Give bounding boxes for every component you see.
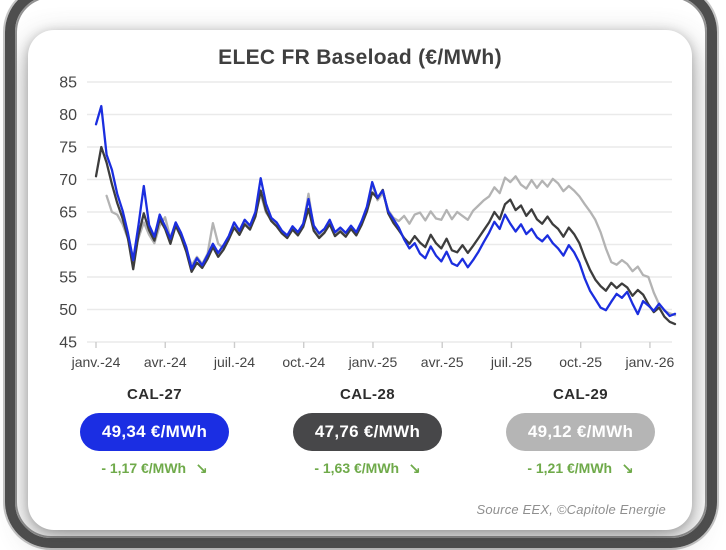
svg-text:janv.-25: janv.-25 bbox=[348, 354, 398, 370]
svg-text:65: 65 bbox=[59, 205, 77, 222]
svg-text:55: 55 bbox=[59, 270, 77, 287]
trend-down-right-icon: ↘ bbox=[408, 460, 421, 478]
svg-text:juil.-24: juil.-24 bbox=[213, 354, 255, 370]
cal27-label: CAL-27 bbox=[127, 386, 182, 403]
svg-text:45: 45 bbox=[59, 335, 77, 352]
trend-down-right-icon: ↘ bbox=[621, 460, 634, 478]
cal28-label: CAL-28 bbox=[340, 386, 395, 403]
trend-down-right-icon: ↘ bbox=[195, 460, 208, 478]
source-credit: Source EEX, ©Capitole Energie bbox=[476, 502, 666, 517]
svg-text:oct.-25: oct.-25 bbox=[559, 354, 602, 370]
svg-text:janv.-24: janv.-24 bbox=[71, 354, 121, 370]
svg-text:75: 75 bbox=[59, 140, 77, 157]
cal27-delta-text: - 1,17 €/MWh bbox=[101, 460, 187, 476]
svg-text:60: 60 bbox=[59, 237, 77, 254]
cal28-delta-text: - 1,63 €/MWh bbox=[314, 460, 400, 476]
svg-text:70: 70 bbox=[59, 172, 77, 189]
cal29-label: CAL-29 bbox=[553, 386, 608, 403]
svg-text:50: 50 bbox=[59, 302, 77, 319]
chart-card: ELEC FR Baseload (€/MWh) 85 80 75 70 65 60 55 5… bbox=[28, 30, 692, 530]
summary-cards-row: CAL-27 49,34 €/MWh - 1,17 €/MWh ↘ CAL-28… bbox=[28, 386, 692, 478]
page-title: ELEC FR Baseload (€/MWh) bbox=[218, 46, 502, 69]
device-frame bbox=[5, 0, 717, 548]
chart-svg: 85 80 75 70 65 60 55 50 45 janv.-24 avr.-24 juil.-2… bbox=[59, 75, 677, 370]
cal28-value-badge: 47,76 €/MWh bbox=[292, 413, 443, 451]
svg-text:avr.-25: avr.-25 bbox=[421, 354, 464, 370]
svg-text:oct.-24: oct.-24 bbox=[282, 354, 325, 370]
cal29-delta: - 1,21 €/MWh ↘ bbox=[527, 460, 634, 478]
cal27-delta: - 1,17 €/MWh ↘ bbox=[101, 460, 208, 478]
cal27-value-badge: 49,34 €/MWh bbox=[79, 413, 230, 451]
cal29-value-badge: 49,12 €/MWh bbox=[505, 413, 656, 451]
svg-text:85: 85 bbox=[59, 75, 77, 92]
svg-text:80: 80 bbox=[59, 107, 77, 124]
cal28-delta: - 1,63 €/MWh ↘ bbox=[314, 460, 421, 478]
svg-text:avr.-24: avr.-24 bbox=[144, 354, 187, 370]
summary-card-cal28: CAL-28 47,76 €/MWh - 1,63 €/MWh ↘ bbox=[261, 386, 474, 478]
summary-card-cal29: CAL-29 49,12 €/MWh - 1,21 €/MWh ↘ bbox=[474, 386, 687, 478]
svg-text:juil.-25: juil.-25 bbox=[490, 354, 532, 370]
cal29-delta-text: - 1,21 €/MWh bbox=[527, 460, 613, 476]
summary-card-cal27: CAL-27 49,34 €/MWh - 1,17 €/MWh ↘ bbox=[48, 386, 261, 478]
svg-text:janv.-26: janv.-26 bbox=[625, 354, 675, 370]
